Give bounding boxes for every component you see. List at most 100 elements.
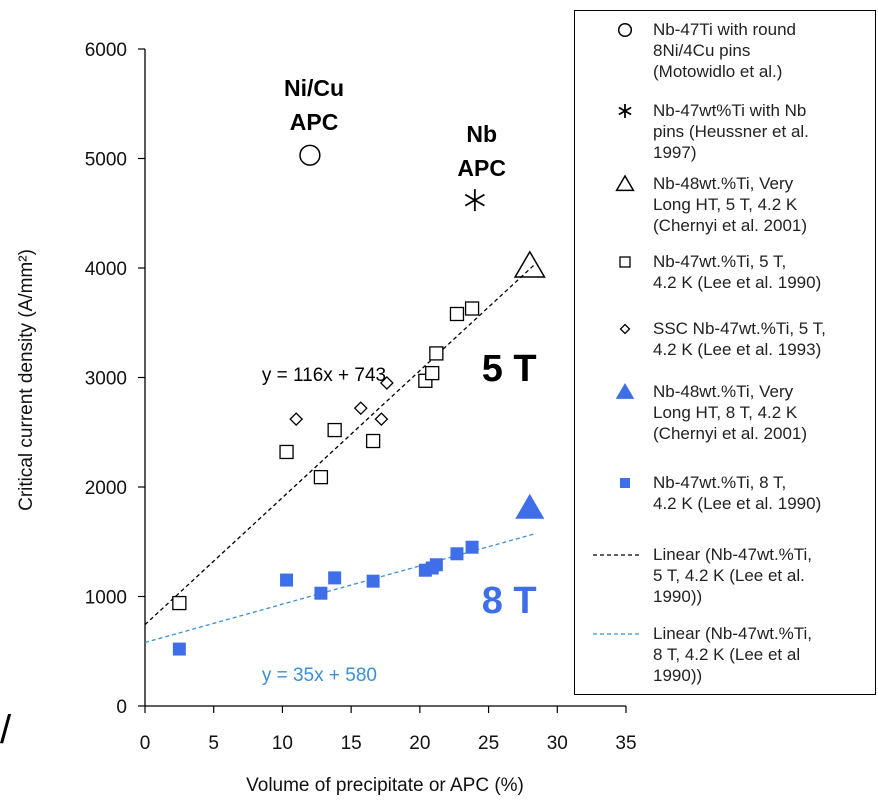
data-point-square-open [425,365,440,381]
legend: Nb-47Ti with round 8Ni/4Cu pins (Motowidlo… [574,10,876,695]
legend-marker-icon [593,554,641,556]
legend-label-line: 8Ni/4Cu pins [653,41,751,60]
legend-label: Nb-48wt.%Ti, Very Long HT, 8 T, 4.2 K (Che… [653,381,875,444]
trendline [144,264,535,626]
legend-label-line: 4.2 K (Lee et al. 1990) [653,273,822,292]
data-point-square-open [449,306,465,322]
data-point-triangle-open [513,250,546,278]
legend-marker [617,22,633,38]
trendlines [144,264,535,644]
x-tick-label: 25 [478,733,499,754]
data-point-square-open [327,422,342,438]
data-point-diamond-open [379,376,394,390]
x-tick-label: 30 [547,733,568,754]
legend-marker-icon [593,633,641,635]
legend-label: Nb-47wt.%Ti, 8 T, 4.2 K (Lee et al. 1990) [653,472,875,514]
legend-label-line: 4.2 K (Lee et al. 1990) [653,494,822,513]
data-point-square-filled [172,642,186,656]
x-axis-label: Volume of precipitate or APC (%) [246,775,524,796]
data-point-diamond-open [353,401,368,416]
data-point-square-filled [280,573,294,587]
annotation-text: Nb [466,121,497,147]
legend-label-line: 4.2 K (Lee et al. 1993) [653,340,822,359]
data-point-triangle-filled [515,493,545,519]
y-tick-label: 1000 [85,588,127,609]
data-point-diamond-open [374,412,389,427]
legend-label-line: Nb-47Ti with round [653,20,796,39]
data-point-square-filled [450,547,464,561]
x-tick-label: 20 [409,733,430,754]
legend-label-line: Long HT, 5 T, 4.2 K [653,195,798,214]
legend-marker-icon [617,22,633,38]
data-point-square-open [464,301,480,316]
legend-marker [619,256,631,268]
legend-marker [615,383,635,399]
x-tick-label: 10 [272,733,293,754]
y-tick-label: 6000 [85,40,127,61]
legend-label-line: Linear (Nb-47wt.%Ti, [653,545,813,564]
legend-label-line: Long HT, 8 T, 4.2 K [653,403,798,422]
data-point-diamond-open [289,412,304,427]
legend-label-line: 1997) [653,143,697,162]
data-point-circle [299,144,321,166]
legend-label-line: pins (Heussner et al. [653,122,809,141]
annotation-text: APC [290,109,339,135]
legend-label-line: Linear (Nb-47wt.%Ti, [653,624,813,643]
annotation-text: Ni/Cu [284,75,344,101]
annotation-text: 8 T [482,580,537,622]
legend-label: Nb-47wt%Ti with Nb pins (Heussner et al. 1… [653,100,875,163]
y-tick-label: 3000 [85,369,127,390]
legend-label-line: Nb-47wt.%Ti, 5 T, [653,252,787,271]
legend-label-line: Nb-47wt.%Ti, 8 T, [653,473,787,492]
data-point-square-open [313,469,329,485]
data-point-square-open [172,595,187,611]
data-point-square-open [429,346,444,361]
legend-label-line: 5 T, 4.2 K (Lee et al. [653,566,805,585]
legend-label-line: SSC Nb-47wt.%Ti, 5 T, [653,319,826,338]
stray-slash-mark: / [0,708,12,752]
legend-marker-icon [615,174,635,192]
legend-label-line: 8 T, 4.2 K (Lee et al [653,645,801,664]
legend-marker-icon [618,104,632,118]
legend-label-line: (Chernyi et al. 2001) [653,424,808,443]
data-point-square-filled [465,540,479,554]
legend-label-line: (Chernyi et al. 2001) [653,216,808,235]
annotation-text: 5 T [482,348,537,390]
x-tick-label: 15 [341,733,362,754]
legend-label-line: Nb-47wt%Ti with Nb [653,101,807,120]
y-tick-label: 4000 [85,259,127,280]
legend-marker-icon [619,323,631,335]
legend-marker [620,478,630,488]
legend-label-line: Nb-48wt.%Ti, Very [653,174,794,193]
legend-label: Nb-47wt.%Ti, 5 T, 4.2 K (Lee et al. 1990) [653,251,875,293]
legend-label-line: (Motowidlo et al.) [653,62,783,81]
chart-axes: 0 5 10 15 20 25 30 35 0 1000 2000 3000 4000 5000 6000 V… [16,40,637,796]
annotation-text: y = 35x + 580 [262,665,377,686]
legend-label: SSC Nb-47wt.%Ti, 5 T, 4.2 K (Lee et al. 1… [653,318,875,360]
data-point-square-filled [429,558,443,572]
legend-marker [619,323,631,335]
data-point-square-filled [366,574,380,588]
annotation-text: APC [457,155,506,181]
y-tick-label: 5000 [85,150,127,171]
data-point-square-filled [328,571,342,585]
legend-label: Nb-47Ti with round 8Ni/4Cu pins (Motowidlo… [653,19,875,82]
legend-label: Linear (Nb-47wt.%Ti, 8 T, 4.2 K (Lee et a… [653,623,875,686]
y-axis-label: Critical current density (A/mm²) [16,249,37,511]
x-tick-label: 0 [140,733,151,754]
data-point-asterisk [464,189,485,212]
data-points [172,144,546,656]
legend-label-line: 1990)) [653,587,703,606]
legend-label-line: 1990)) [653,666,703,685]
y-tick-label: 0 [116,697,127,718]
data-point-square-open [365,433,381,449]
legend-marker-icon [615,383,635,399]
legend-marker-icon [620,478,630,488]
annotation-text: y = 116x + 743 [262,365,386,386]
x-tick-label: 35 [615,733,636,754]
legend-marker [615,174,635,192]
legend-label: Nb-48wt.%Ti, Very Long HT, 5 T, 4.2 K (Che… [653,173,875,236]
legend-label-line: Nb-48wt.%Ti, Very [653,382,794,401]
data-point-square-filled [314,586,328,600]
